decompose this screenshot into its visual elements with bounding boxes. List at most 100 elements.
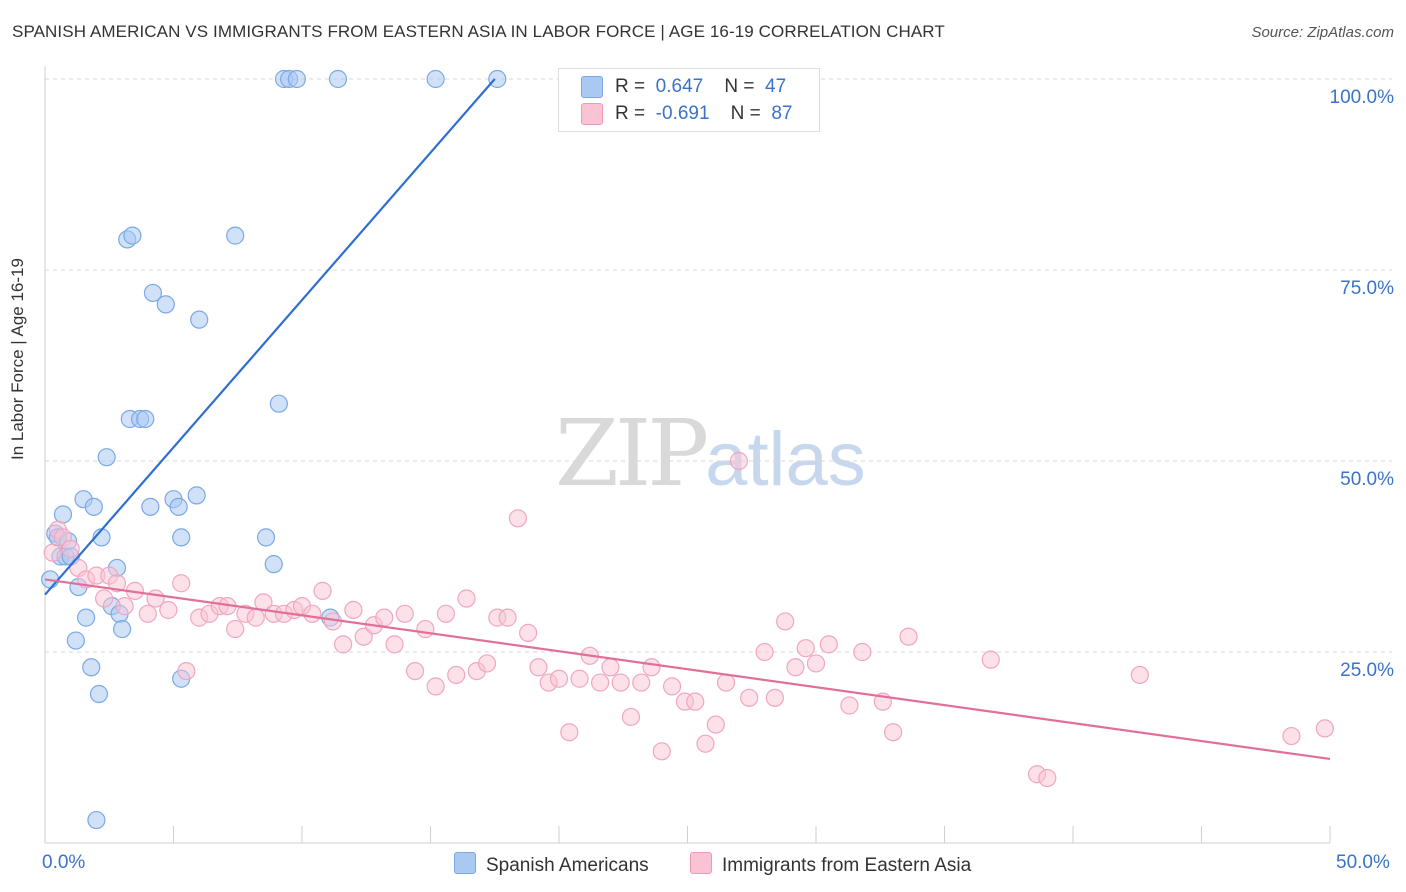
spanish-american-point — [89, 684, 109, 704]
eastern-asia-point — [981, 650, 1000, 669]
eastern-asia-point — [395, 604, 414, 623]
eastern-asia-point — [477, 654, 497, 673]
x-tick-label-min: 0.0% — [42, 852, 86, 873]
source-label: Source: ZipAtlas.com — [1251, 24, 1394, 41]
eastern-asia-trendline — [44, 578, 1331, 761]
bottom-legend-eastern-asia: Immigrants from Eastern Asia — [690, 852, 971, 877]
eastern-asia-point — [560, 723, 579, 742]
eastern-asia-point — [853, 642, 872, 662]
bottom-legend-swatch-blue — [454, 852, 476, 874]
y-tick-label-100: 100.0% — [1329, 87, 1394, 108]
legend-swatch-pink — [581, 103, 603, 125]
eastern-asia-point — [662, 677, 682, 696]
spanish-american-point — [82, 658, 101, 677]
eastern-asia-point — [508, 509, 527, 528]
eastern-asia-point — [375, 608, 394, 627]
bottom-legend-label: Spanish Americans — [486, 855, 649, 876]
eastern-asia-point — [43, 543, 62, 562]
eastern-asia-point — [786, 658, 805, 677]
eastern-asia-point — [95, 589, 114, 608]
y-tick-label-75: 75.0% — [1340, 278, 1394, 299]
y-axis-label: In Labor Force | Age 16-19 — [8, 258, 27, 460]
bottom-legend-label: Immigrants from Eastern Asia — [722, 855, 972, 876]
spanish-american-point — [190, 310, 209, 329]
eastern-asia-point — [706, 715, 725, 734]
eastern-asia-point — [226, 619, 245, 639]
eastern-asia-point — [740, 688, 759, 707]
eastern-asia-point — [344, 600, 363, 620]
spanish-american-point — [172, 528, 191, 547]
spanish-american-point — [123, 226, 142, 245]
eastern-asia-point — [107, 574, 127, 593]
spanish-american-point — [66, 631, 85, 650]
eastern-asia-point — [529, 658, 548, 677]
spanish-american-point — [264, 555, 283, 574]
eastern-asia-point — [1282, 726, 1301, 746]
eastern-asia-point — [570, 669, 589, 688]
legend-r-value: 0.647 — [655, 76, 704, 97]
spanish-american-point — [141, 497, 160, 516]
spanish-american-point — [328, 69, 348, 89]
eastern-asia-point — [436, 604, 456, 623]
eastern-asia-point — [138, 604, 157, 623]
eastern-asia-point — [549, 669, 569, 688]
eastern-asia-point — [457, 589, 476, 608]
eastern-asia-point — [840, 696, 859, 715]
eastern-asia-point — [611, 673, 630, 692]
eastern-asia-point — [806, 654, 826, 673]
spanish-american-point — [97, 448, 116, 467]
eastern-asia-point — [652, 742, 671, 761]
eastern-asia-point — [686, 692, 705, 711]
watermark-zip: ZIP — [555, 400, 709, 507]
eastern-asia-point — [696, 734, 715, 753]
chart-title: SPANISH AMERICAN VS IMMIGRANTS FROM EAST… — [12, 22, 945, 41]
spanish-american-point — [53, 505, 73, 524]
eastern-asia-point — [591, 673, 610, 692]
eastern-asia-point — [642, 658, 661, 677]
spanish-american-point — [488, 69, 507, 89]
eastern-asia-point — [303, 604, 322, 623]
legend-r-label: R = — [615, 76, 646, 97]
eastern-asia-point — [601, 658, 620, 677]
eastern-asia-point — [313, 581, 332, 600]
eastern-asia-point — [354, 627, 373, 646]
eastern-asia-point — [405, 661, 425, 681]
eastern-asia-point — [819, 635, 838, 654]
spanish-american-trendline — [44, 78, 496, 596]
eastern-asia-point — [115, 597, 134, 616]
eastern-asia-point — [796, 639, 815, 658]
legend-swatch-blue — [581, 76, 603, 98]
spanish-american-point — [169, 497, 188, 516]
eastern-asia-point — [177, 661, 196, 681]
legend-r-label: R = — [615, 103, 646, 124]
watermark: ZIPatlas — [555, 400, 866, 507]
eastern-asia-point — [159, 600, 178, 620]
eastern-asia-point — [621, 707, 641, 727]
eastern-asia-point — [776, 612, 795, 631]
eastern-asia-point — [498, 608, 517, 627]
legend-n-value: 47 — [765, 76, 787, 97]
eastern-asia-point — [1315, 719, 1334, 738]
eastern-asia-point — [426, 677, 445, 696]
x-tick-label-max: 50.0% — [1336, 852, 1390, 873]
spanish-american-point — [287, 69, 306, 89]
y-tick-label-25: 25.0% — [1340, 660, 1394, 681]
eastern-asia-point — [385, 635, 404, 654]
legend-r-value: -0.691 — [655, 103, 710, 124]
spanish-american-point — [84, 497, 103, 516]
spanish-american-point — [112, 619, 132, 639]
eastern-asia-point — [716, 673, 736, 692]
eastern-asia-point — [883, 723, 903, 742]
spanish-american-point — [143, 283, 163, 303]
y-tick-label-50: 50.0% — [1340, 469, 1394, 490]
eastern-asia-point — [172, 574, 191, 593]
legend-n-label: N = — [724, 76, 755, 97]
bottom-legend-spanish-americans: Spanish Americans — [454, 852, 649, 877]
eastern-asia-point — [416, 619, 435, 639]
eastern-asia-point — [334, 635, 353, 654]
eastern-asia-point — [447, 665, 466, 685]
spanish-american-point — [87, 810, 106, 830]
bottom-legend-swatch-pink — [690, 852, 712, 874]
eastern-asia-point — [755, 642, 774, 662]
